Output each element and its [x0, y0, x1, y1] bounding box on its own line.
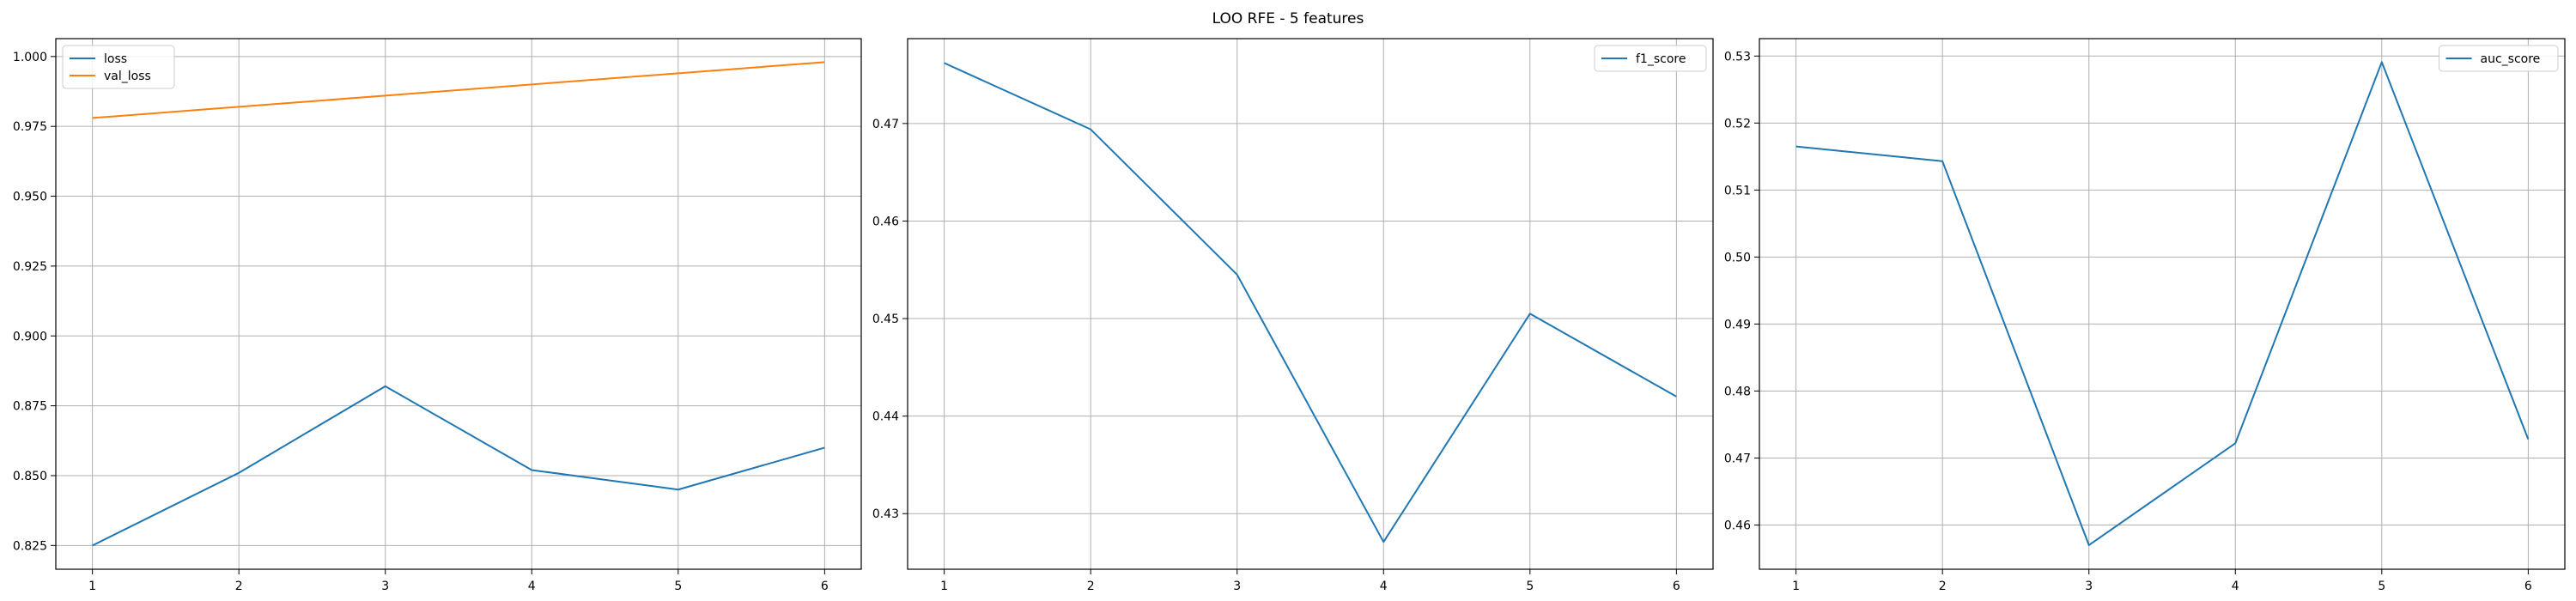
x-tick-label: 1: [940, 580, 948, 593]
subplots: 1 2 3 4 5 6 0.825 0.850 0.875 0.900 0.925 0.950 0.97…: [13, 38, 2566, 593]
legend: f1_score: [1594, 45, 1707, 72]
y-tick-label: 0.950: [13, 191, 47, 204]
x-tick-label: 5: [674, 580, 682, 593]
x-tick-label: 2: [235, 580, 243, 593]
y-tick-label: 0.51: [1724, 184, 1751, 197]
y-tick-label: 0.850: [13, 470, 47, 483]
y-tick-label: 0.50: [1724, 251, 1751, 264]
x-tick-label: 3: [2085, 580, 2093, 593]
x-tick-label: 6: [821, 580, 829, 593]
y-tick-label: 0.825: [13, 539, 47, 553]
axes-frame: [1759, 38, 2566, 570]
legend-box: [2439, 45, 2559, 72]
x-tick-label: 5: [2378, 580, 2385, 593]
legend-box: [62, 45, 175, 89]
legend-label-loss: loss: [104, 52, 127, 66]
legend: auc_score: [2439, 45, 2559, 72]
x-tick-label: 6: [1673, 580, 1680, 593]
y-tick-label: 0.53: [1724, 50, 1751, 64]
y-tick-label: 0.49: [1724, 318, 1751, 331]
y-tick-label: 0.44: [872, 410, 899, 424]
y-tick-label: 0.46: [872, 215, 899, 228]
x-tick-label: 4: [1380, 580, 1388, 593]
x-tick-label: 3: [381, 580, 389, 593]
y-tick-label: 0.52: [1724, 117, 1751, 131]
y-tick-label: 0.47: [872, 118, 899, 131]
legend-box: [1594, 45, 1707, 72]
legend-label-f1_score: f1_score: [1636, 52, 1686, 66]
legend-label-auc_score: auc_score: [2481, 52, 2541, 66]
y-tick-label: 0.900: [13, 330, 47, 343]
y-tick-label: 0.46: [1724, 519, 1751, 533]
axes-frame: [55, 38, 862, 570]
series-line-val_loss: [92, 61, 825, 119]
y-tick-label: 0.43: [872, 507, 899, 521]
x-tick-label: 6: [2524, 580, 2532, 593]
x-tick-label: 4: [528, 580, 536, 593]
axes-frame: [907, 38, 1714, 570]
x-tick-label: 4: [2232, 580, 2239, 593]
y-tick-label: 0.47: [1724, 452, 1751, 465]
x-tick-label: 1: [88, 580, 96, 593]
legend-label-val_loss: val_loss: [104, 70, 151, 83]
legend: loss val_loss: [62, 45, 175, 89]
x-tick-label: 1: [1792, 580, 1800, 593]
series-line-loss: [92, 385, 825, 547]
subplot-1: 1 2 3 4 5 6 0.825 0.850 0.875 0.900 0.925 0.950 0.97…: [13, 38, 862, 593]
x-tick-label: 2: [1939, 580, 1947, 593]
y-tick-label: 0.48: [1724, 385, 1751, 398]
y-tick-label: 0.925: [13, 260, 47, 274]
series-line-f1_score: [944, 62, 1677, 543]
subplot-3: 1 2 3 4 5 6 0.46 0.47 0.48 0.49 0.50 0.51 0.52 0.53 au…: [1724, 38, 2566, 593]
x-tick-label: 2: [1087, 580, 1095, 593]
series-line-auc_score: [1795, 61, 2530, 546]
y-tick-label: 0.875: [13, 400, 47, 414]
subplot-2: 1 2 3 4 5 6 0.43 0.44 0.45 0.46 0.47 f1_score: [872, 38, 1714, 593]
y-tick-label: 1.000: [13, 51, 47, 64]
x-tick-label: 5: [1526, 580, 1534, 593]
figure-title: LOO RFE - 5 features: [1212, 10, 1364, 27]
y-tick-label: 0.975: [13, 120, 47, 134]
x-tick-label: 3: [1233, 580, 1241, 593]
y-tick-label: 0.45: [872, 313, 899, 326]
